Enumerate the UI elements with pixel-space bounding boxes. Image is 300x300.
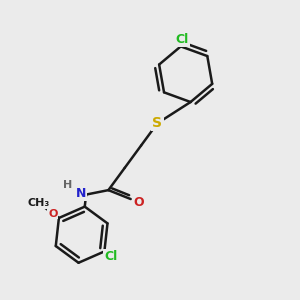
Text: O: O xyxy=(48,208,58,219)
Text: CH₃: CH₃ xyxy=(27,198,50,208)
Text: Cl: Cl xyxy=(176,33,189,46)
Text: N: N xyxy=(76,187,86,200)
Text: H: H xyxy=(63,180,72,190)
Text: S: S xyxy=(152,116,162,130)
Text: O: O xyxy=(134,196,144,209)
Text: Cl: Cl xyxy=(104,250,118,263)
